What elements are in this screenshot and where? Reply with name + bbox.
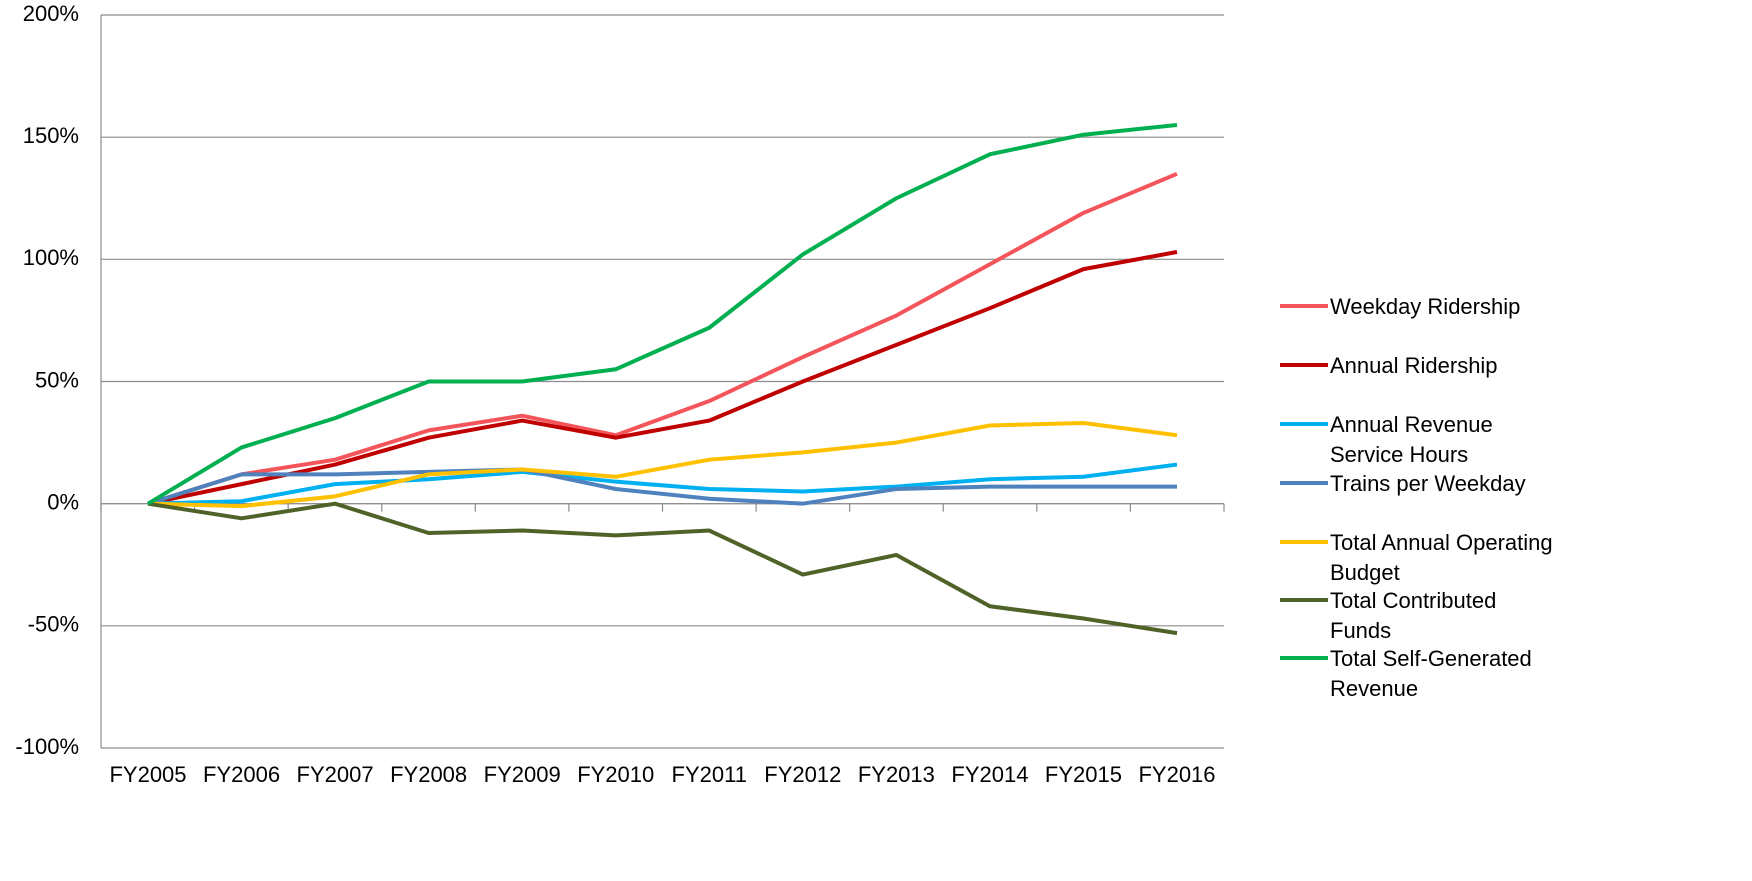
y-tick-label: 0% <box>47 489 79 514</box>
y-tick-label: 100% <box>23 245 79 270</box>
legend-swatch <box>1280 598 1328 602</box>
x-tick-label: FY2011 <box>672 762 747 787</box>
legend-swatch <box>1280 422 1328 426</box>
legend-label: Total Annual Operating Budget <box>1330 528 1554 588</box>
x-tick-label: FY2015 <box>1045 762 1122 787</box>
legend-item: Weekday Ridership <box>1280 292 1554 322</box>
legend-swatch <box>1280 656 1328 660</box>
x-tick-label: FY2013 <box>858 762 935 787</box>
x-tick-label: FY2014 <box>951 762 1028 787</box>
series-line <box>148 504 1177 633</box>
legend-swatch <box>1280 481 1328 485</box>
legend-swatch <box>1280 540 1328 544</box>
y-tick-label: -100% <box>15 734 79 759</box>
legend-item: Total Self-Generated Revenue <box>1280 644 1554 704</box>
series-line <box>148 174 1177 504</box>
y-tick-label: 200% <box>23 1 79 26</box>
legend-item: Annual Ridership <box>1280 351 1554 381</box>
legend-swatch <box>1280 304 1328 308</box>
legend-item: Total Contributed Funds <box>1280 586 1554 646</box>
x-tick-label: FY2012 <box>764 762 841 787</box>
legend-label: Trains per Weekday <box>1330 469 1554 499</box>
page: -100% -50% 0% 50% 100% 150% 200% FY2005 FY2006 FY… <box>0 0 1752 881</box>
legend-item: Trains per Weekday <box>1280 469 1554 499</box>
y-tick-label: 150% <box>23 123 79 148</box>
legend-label: Total Contributed Funds <box>1330 586 1554 646</box>
legend-swatch <box>1280 363 1328 367</box>
x-tick-label: FY2009 <box>484 762 561 787</box>
x-tick-label: FY2010 <box>577 762 654 787</box>
legend-label: Weekday Ridership <box>1330 292 1554 322</box>
legend-label: Annual Ridership <box>1330 351 1554 381</box>
x-tick-label: FY2008 <box>390 762 467 787</box>
x-tick-label: FY2016 <box>1138 762 1215 787</box>
y-tick-label: 50% <box>35 367 79 392</box>
legend-label: Annual Revenue Service Hours <box>1330 410 1554 470</box>
legend-item: Total Annual Operating Budget <box>1280 528 1554 588</box>
series-line <box>148 125 1177 504</box>
legend-label: Total Self-Generated Revenue <box>1330 644 1554 704</box>
x-tick-label: FY2006 <box>203 762 280 787</box>
x-tick-label: FY2005 <box>109 762 186 787</box>
y-tick-label: -50% <box>28 612 79 637</box>
legend-item: Annual Revenue Service Hours <box>1280 410 1554 470</box>
x-tick-label: FY2007 <box>297 762 374 787</box>
